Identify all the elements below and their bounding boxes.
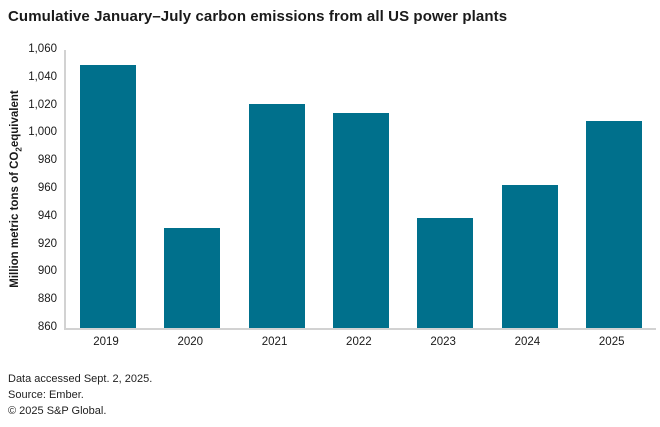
bar-2024	[501, 184, 558, 328]
y-tick-label: 920	[37, 237, 57, 250]
chart-title: Cumulative January–July carbon emissions…	[8, 8, 508, 25]
y-tick-label: 940	[37, 209, 57, 222]
y-tick-label: 860	[37, 321, 57, 333]
y-tick-label: 880	[37, 293, 57, 306]
plot-area	[64, 50, 656, 330]
bar-2022	[333, 112, 389, 328]
y-tick-label: 980	[37, 154, 57, 167]
y-tick-label: 1,060	[28, 43, 57, 55]
bars-container	[66, 50, 656, 328]
x-tick-label-2025: 2025	[598, 336, 625, 348]
y-tick-label: 960	[37, 182, 57, 194]
x-tick-label-2020: 2020	[177, 336, 204, 348]
y-tick-label: 1,040	[28, 70, 57, 83]
footer-copyright: © 2025 S&P Global.	[8, 405, 107, 417]
x-tick-label-2019: 2019	[93, 336, 119, 348]
bar-2019	[80, 65, 137, 328]
x-tick-label-2023: 2023	[430, 336, 456, 348]
footer-source: Source: Ember.	[8, 389, 84, 401]
bar-2025	[585, 120, 642, 328]
bar-2021	[248, 104, 305, 328]
bar-2020	[164, 227, 221, 328]
bar-2023	[417, 218, 474, 328]
x-tick-label-2021: 2021	[261, 336, 288, 348]
x-tick-label-2024: 2024	[514, 336, 541, 348]
y-tick-label: 900	[37, 265, 57, 278]
footer: Data accessed Sept. 2, 2025. Source: Emb…	[8, 371, 152, 419]
x-axis: 2019 2020 2021 2022 2023 2024 2025	[64, 336, 654, 350]
footer-data-accessed: Data accessed Sept. 2, 2025.	[8, 373, 153, 385]
y-axis: 860 880 900 920 940 960 980 1,000 1,020 1,040 1,06…	[0, 43, 57, 333]
y-tick-label: 1,000	[28, 126, 57, 139]
x-tick-label-2022: 2022	[346, 336, 372, 348]
y-tick-label: 1,020	[28, 98, 57, 111]
